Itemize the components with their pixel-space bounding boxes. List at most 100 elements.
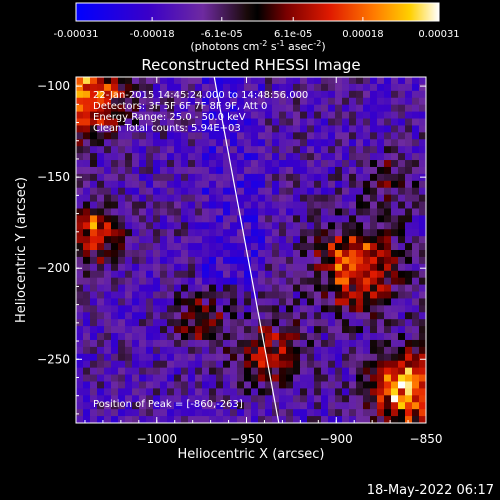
image-pixel: [265, 333, 273, 341]
image-pixel: [391, 146, 399, 154]
image-pixel: [230, 77, 238, 85]
image-pixel: [314, 270, 322, 279]
image-pixel: [300, 160, 308, 168]
image-pixel: [167, 222, 175, 230]
image-pixel: [307, 132, 315, 140]
image-pixel: [307, 353, 315, 362]
image-pixel: [300, 353, 308, 362]
image-pixel: [237, 208, 245, 216]
image-pixel: [244, 97, 252, 106]
image-pixel: [349, 312, 357, 320]
image-pixel: [223, 374, 231, 382]
image-pixel: [272, 236, 280, 244]
image-pixel: [272, 153, 280, 161]
image-pixel: [370, 381, 378, 389]
image-pixel: [300, 333, 308, 341]
image-pixel: [279, 256, 287, 265]
image-pixel: [405, 284, 413, 293]
image-pixel: [181, 77, 189, 85]
image-pixel: [391, 104, 399, 113]
image-pixel: [328, 180, 336, 189]
peak-position-label: Position of Peak = [-860,-263]: [93, 399, 243, 410]
image-pixel: [174, 187, 182, 196]
image-pixel: [279, 118, 287, 126]
image-pixel: [195, 77, 203, 85]
image-pixel: [237, 388, 245, 396]
image-pixel: [90, 298, 98, 306]
image-pixel: [174, 319, 182, 327]
image-pixel: [90, 243, 98, 251]
image-pixel: [244, 194, 252, 203]
image-pixel: [223, 346, 231, 355]
image-pixel: [230, 333, 238, 341]
image-pixel: [209, 395, 217, 403]
image-pixel: [83, 360, 91, 369]
image-pixel: [132, 416, 140, 423]
image-pixel: [202, 90, 210, 99]
image-pixel: [398, 256, 406, 265]
image-pixel: [279, 194, 287, 203]
image-pixel: [181, 346, 189, 355]
image-pixel: [188, 97, 196, 106]
image-pixel: [258, 118, 266, 126]
image-pixel: [293, 146, 301, 154]
image-pixel: [230, 166, 238, 175]
image-pixel: [90, 97, 98, 106]
image-pixel: [286, 333, 294, 341]
image-pixel: [132, 277, 140, 286]
image-pixel: [174, 222, 182, 230]
image-pixel: [377, 201, 385, 209]
image-pixel: [174, 111, 182, 120]
image-pixel: [125, 263, 133, 272]
image-pixel: [188, 201, 196, 209]
image-pixel: [258, 270, 266, 279]
image-pixel: [286, 194, 294, 203]
image-pixel: [181, 395, 189, 403]
image-pixel: [398, 97, 406, 106]
image-pixel: [356, 215, 364, 223]
image-pixel: [139, 222, 147, 230]
image-pixel: [174, 353, 182, 362]
image-pixel: [111, 312, 119, 320]
image-pixel: [398, 284, 406, 293]
image-pixel: [363, 339, 371, 348]
image-pixel: [279, 125, 287, 133]
image-pixel: [258, 111, 266, 120]
image-pixel: [83, 346, 91, 355]
image-pixel: [139, 402, 147, 410]
image-pixel: [181, 291, 189, 299]
image-pixel: [167, 118, 175, 126]
image-pixel: [377, 166, 385, 175]
image-pixel: [237, 132, 245, 140]
image-pixel: [174, 263, 182, 272]
image-pixel: [265, 83, 273, 92]
image-pixel: [258, 339, 266, 348]
image-pixel: [237, 353, 245, 362]
image-pixel: [230, 256, 238, 265]
image-pixel: [349, 256, 357, 265]
image-pixel: [118, 312, 126, 320]
image-pixel: [237, 104, 245, 113]
image-pixel: [286, 146, 294, 154]
image-pixel: [363, 243, 371, 251]
image-pixel: [244, 256, 252, 265]
image-pixel: [125, 416, 133, 423]
image-pixel: [251, 222, 259, 230]
image-pixel: [412, 208, 420, 216]
image-pixel: [167, 381, 175, 389]
image-pixel: [118, 77, 126, 85]
image-pixel: [139, 97, 147, 106]
image-pixel: [97, 83, 105, 92]
image-pixel: [160, 243, 168, 251]
image-pixel: [314, 353, 322, 362]
image-pixel: [356, 125, 364, 133]
image-pixel: [342, 277, 350, 286]
image-pixel: [391, 173, 399, 182]
image-pixel: [167, 236, 175, 244]
image-pixel: [370, 132, 378, 140]
image-pixel: [265, 270, 273, 279]
image-pixel: [398, 173, 406, 182]
image-pixel: [146, 90, 154, 99]
image-pixel: [153, 395, 161, 403]
image-pixel: [160, 139, 168, 147]
